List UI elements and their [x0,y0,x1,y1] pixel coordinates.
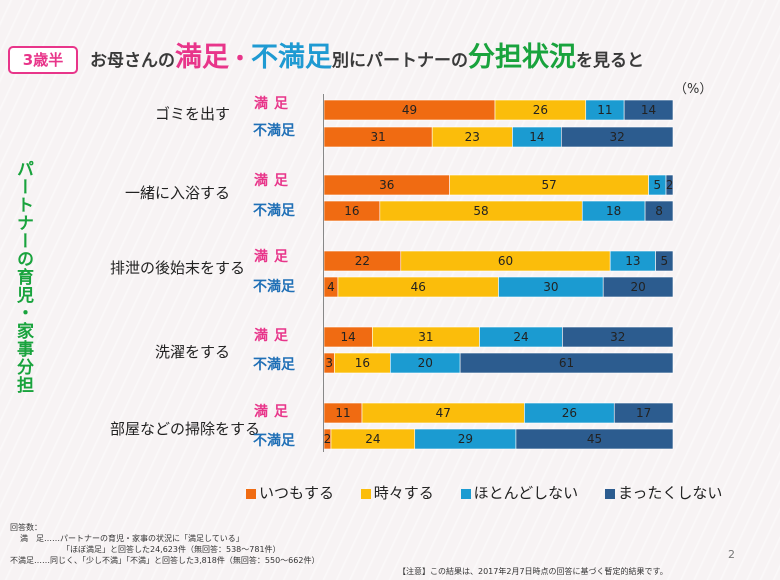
group-label-unsatisfied: 不満足 [253,123,295,139]
legend-swatch [360,488,371,499]
bar-value-label: 8 [655,204,663,218]
group-label-unsatisfied: 不満足 [253,203,295,219]
bar-value-label: 32 [610,130,625,144]
category-label: 排泄の後始末をする [110,259,246,277]
bar-value-label: 14 [341,330,356,344]
bar-value-label: 5 [653,178,661,192]
legend-label: いつもする [259,484,335,502]
legend-swatch [246,488,256,499]
bar-value-label: 26 [533,103,548,117]
bar-value-label: 26 [562,406,577,420]
bar-value-label: 16 [344,204,359,218]
bar-value-label: 22 [355,254,370,268]
bar-value-label: 31 [370,130,385,144]
bar-value-label: 3 [325,356,333,370]
bar-value-label: 49 [402,103,417,117]
bar-segment [665,174,674,196]
bar-value-label: 30 [543,280,558,294]
title-division: 分担状況 [468,42,577,73]
legend-item: いつもする [246,482,334,503]
legend-swatch [604,488,615,499]
title-part-1: お母さんの [90,51,175,71]
bar-value-label: 57 [541,178,556,192]
bar-value-label: 16 [355,356,370,370]
bar-value-label: 60 [498,254,513,268]
page-number: 2 [728,548,735,561]
side-label: パートナーの育児・家事分担 [13,160,33,394]
bar-segment [561,126,674,148]
legend-swatch [460,488,471,499]
bar-value-label: 46 [411,280,426,294]
bar-value-label: 2 [324,432,332,446]
group-label-unsatisfied: 不満足 [253,433,295,449]
note-line: 回答数： [10,523,42,532]
bar-value-label: 31 [418,330,433,344]
bar-value-label: 18 [606,204,621,218]
footer-note: 【注意】この結果は、2017年2月7日時点の回答に基づく暫定的結果です。 [398,567,668,576]
bar-value-label: 14 [529,130,544,144]
bar-segment [515,428,674,450]
legend-label: まったくしない [617,484,723,502]
bar-segment [644,200,674,222]
group-label-unsatisfied: 不満足 [253,357,295,373]
category-label: 部屋などの掃除をする [110,420,261,438]
bar-segment [459,352,674,374]
bar-value-label: 23 [465,130,480,144]
category-label: ゴミを出す [154,105,230,123]
bar-value-label: 5 [660,254,668,268]
note-line: 「ほぼ満足」と回答した24,623件（無回答：538〜781件） [62,545,281,554]
bar-value-label: 47 [436,406,451,420]
title-part-6: を見ると [576,51,645,71]
bar-segment [613,402,674,424]
title-dot: ・ [229,47,252,72]
group-label-satisfied: 満足 [254,404,294,420]
bar-value-label: 29 [458,432,473,446]
group-label-satisfied: 満足 [254,173,294,189]
title-part-4: 別にパートナーの [332,51,469,71]
category-label: 一緒に入浴する [124,184,230,202]
page-title: お母さんの満足・不満足別にパートナーの分担状況を見ると [90,36,644,80]
unit-label: （%） [674,82,713,97]
bar-value-label: 20 [418,356,433,370]
bar-segment [562,326,674,348]
legend-item: 時々する [360,482,434,503]
bar-value-label: 32 [610,330,625,344]
bar-value-label: 20 [630,280,645,294]
group-label-satisfied: 満足 [254,96,294,112]
group-label-satisfied: 満足 [254,249,294,265]
category-axis-line [323,94,324,452]
legend-item: まったくしない [604,482,723,503]
bar-value-label: 11 [335,406,350,420]
bar-value-label: 17 [636,406,651,420]
group-label-satisfied: 満足 [254,328,294,344]
title-unsatisfied: 不満足 [251,42,333,73]
bar-segment [623,99,674,121]
bar-value-label: 4 [327,280,335,294]
bar-value-label: 36 [379,178,394,192]
bar-segment [655,250,674,272]
note-line: 満 足……パートナーの育児・家事の状況に「満足している」 [20,534,244,543]
group-label-unsatisfied: 不満足 [253,279,295,295]
bar-value-label: 45 [587,432,602,446]
bar-value-label: 11 [597,103,612,117]
bar-value-label: 14 [641,103,656,117]
note-line: 不満足……同じく、「少し不満」「不満」と回答した3,818件（無回答：550〜6… [10,556,320,565]
bar-segment [602,276,674,298]
age-badge: 3歳半 [8,46,78,74]
legend-item: ほとんどしない [460,482,579,503]
bar-value-label: 13 [625,254,640,268]
bar-value-label: 58 [473,204,488,218]
bar-value-label: 61 [559,356,574,370]
legend: いつもする 時々する ほとんどしない まったくしない [246,482,744,503]
legend-label: 時々する [373,484,434,502]
title-satisfied: 満足 [175,42,229,73]
legend-label: ほとんどしない [473,484,579,502]
bar-value-label: 2 [666,178,674,192]
category-label: 洗濯をする [154,343,230,361]
bar-value-label: 24 [365,432,380,446]
notes: 回答数： 満 足……パートナーの育児・家事の状況に「満足している」 「ほぼ満足」… [10,522,319,566]
bar-value-label: 24 [513,330,528,344]
